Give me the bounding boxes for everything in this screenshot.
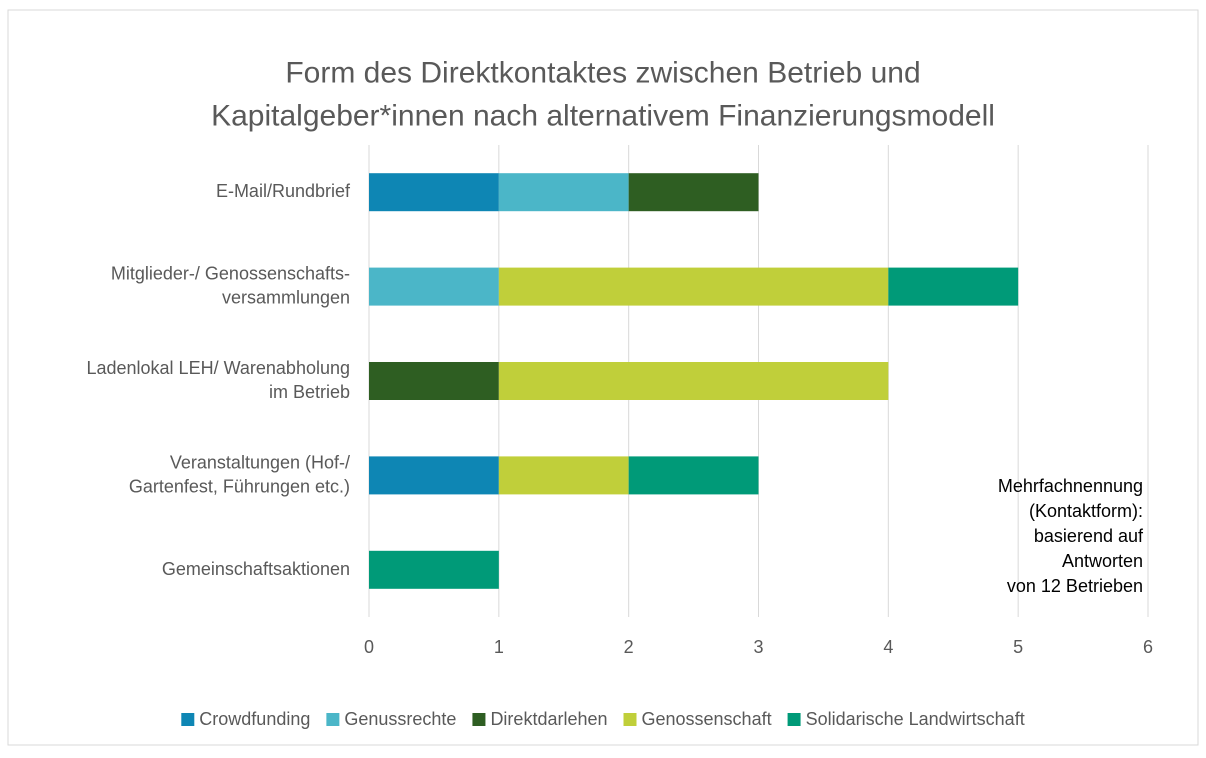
y-tick-label-line: Gartenfest, Führungen etc.) [129,476,350,496]
bar-segment [369,550,499,589]
legend: Crowdfunding Genussrechte Direktdarlehen Ge… [181,709,1025,729]
legend-swatch [787,713,801,726]
legend-label: Genossenschaft [642,709,772,729]
x-tick-label: 6 [1143,637,1153,657]
y-tick-label-line: im Betrieb [269,382,350,402]
bar-segment [628,173,759,212]
x-tick-label: 2 [624,637,634,657]
legend-swatch [472,713,486,726]
annotation: Mehrfachnennung (Kontaktform): basierend a… [998,476,1144,596]
bar-segment [498,456,629,495]
annotation-line: von 12 Betrieben [1007,576,1143,596]
legend-swatch [326,713,340,726]
bar-segment [498,173,629,212]
x-tick-label: 0 [364,637,374,657]
y-tick-label-line: versammlungen [222,287,350,307]
y-tick-label-line: Gemeinschaftsaktionen [162,559,350,579]
bar-segment [369,267,499,306]
x-tick-label: 3 [753,637,763,657]
y-tick-label-line: E-Mail/Rundbrief [216,181,351,201]
legend-label: Genussrechte [344,709,456,729]
bar-segment [498,267,889,306]
annotation-line: (Kontaktform): [1029,501,1143,521]
bar-segment [369,362,499,400]
bar-segment [628,456,759,495]
annotation-line: Antworten [1062,551,1143,571]
legend-swatch [181,713,195,726]
y-tick-label: Mitglieder-/ Genossenschafts-versammlung… [111,263,350,307]
x-tick-label: 1 [494,637,504,657]
legend-label: Direktdarlehen [490,709,607,729]
legend-label: Crowdfunding [199,709,310,729]
y-tick-label-line: Ladenlokal LEH/ Warenabholung [86,358,350,378]
chart-title-line: Kapitalgeber*innen nach alternativem Fin… [211,99,995,132]
y-tick-label: Veranstaltungen (Hof-/ Gartenfest, Führun… [129,452,350,496]
legend-label: Solidarische Landwirtschaft [806,709,1025,729]
legend-swatch [623,713,637,726]
chart-title-line: Form des Direktkontaktes zwischen Betrie… [285,56,920,89]
y-tick-label: Ladenlokal LEH/ Warenabholung im Betrieb [86,358,350,402]
annotation-line: Mehrfachnennung [998,476,1143,496]
bar-segment [369,456,499,495]
y-tick-label: Gemeinschaftsaktionen [162,559,350,579]
x-tick-label: 4 [883,637,893,657]
chart-title: Form des Direktkontaktes zwischen Betrie… [211,56,995,132]
annotation-line: basierend auf [1034,526,1144,546]
bar-segment [369,173,499,212]
y-tick-label-line: Mitglieder-/ Genossenschafts- [111,263,350,283]
y-tick-label: E-Mail/Rundbrief [216,181,351,201]
x-tick-label: 5 [1013,637,1023,657]
bar-segment [888,267,1019,306]
bar-segment [498,362,889,400]
y-tick-label-line: Veranstaltungen (Hof-/ [170,452,350,472]
